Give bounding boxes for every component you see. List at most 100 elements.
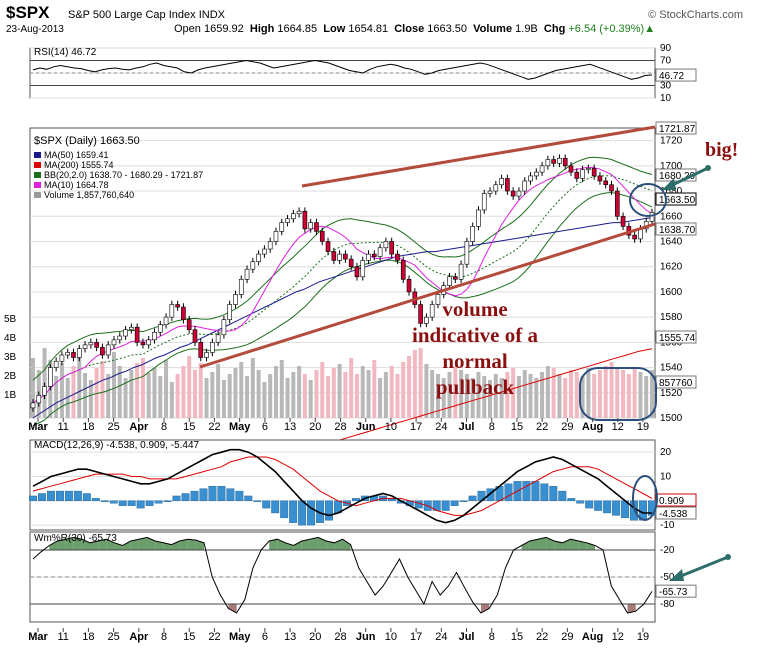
volume-bar bbox=[424, 364, 429, 418]
volume-bar bbox=[117, 366, 122, 418]
candle-body bbox=[551, 159, 556, 164]
legend-entry: MA(200) 1555.74 bbox=[44, 160, 114, 170]
legend-entry: MA(50) 1659.41 bbox=[44, 150, 109, 160]
candle-body bbox=[267, 241, 273, 250]
legend-swatch bbox=[34, 152, 41, 158]
macd-histogram-bar bbox=[190, 490, 199, 502]
volume-bar bbox=[389, 366, 394, 418]
willr-overbought-fill bbox=[122, 541, 131, 550]
price-right-label: 1663.50 bbox=[659, 195, 696, 206]
volume-bar bbox=[59, 363, 64, 418]
macd-line bbox=[32, 448, 652, 524]
volume-tick-label: 5B bbox=[4, 314, 17, 325]
macd-histogram-bar bbox=[271, 500, 280, 514]
macd-histogram-bar bbox=[29, 495, 37, 502]
volume-bar bbox=[285, 378, 290, 418]
candle-body bbox=[516, 190, 522, 197]
price-tick-label: 1700 bbox=[660, 161, 683, 172]
candle-body bbox=[354, 266, 360, 278]
candle-body bbox=[522, 180, 528, 192]
macd-histogram-bar bbox=[504, 483, 513, 502]
willr-overbought-fill bbox=[138, 537, 148, 550]
macd-histogram-bar bbox=[55, 490, 64, 502]
volume-bar bbox=[574, 372, 579, 418]
willr-overbought-fill bbox=[155, 541, 164, 550]
volume-bar bbox=[308, 380, 313, 418]
price-right-label: 1638.70 bbox=[659, 225, 696, 236]
willr-overbought-fill bbox=[269, 539, 278, 550]
bottom-x-axis-label: 19 bbox=[637, 631, 649, 643]
legend-entry: MA(10) 1664.78 bbox=[44, 180, 109, 190]
bottom-x-axis-label: Apr bbox=[129, 631, 149, 643]
macd-histogram-bar bbox=[109, 500, 118, 504]
price-x-axis-label: 28 bbox=[334, 421, 346, 433]
legend-swatch bbox=[34, 192, 41, 198]
highlight-circle-price bbox=[629, 183, 667, 217]
macd-histogram-bar bbox=[459, 500, 468, 503]
volume-bar bbox=[314, 370, 319, 418]
candle-body bbox=[82, 344, 88, 349]
volume-bar bbox=[644, 376, 649, 418]
volume-bar bbox=[551, 368, 556, 418]
volume-bar bbox=[534, 378, 539, 418]
volume-bar bbox=[129, 370, 134, 418]
candle-body bbox=[325, 241, 331, 252]
volume-bar bbox=[65, 378, 70, 418]
volume-bar bbox=[632, 368, 637, 418]
price-x-axis-label: 15 bbox=[183, 421, 195, 433]
volume-bar bbox=[135, 363, 140, 418]
candle-body bbox=[649, 212, 655, 222]
macd-right-label: 0.909 bbox=[659, 496, 684, 507]
price-x-axis-label: 20 bbox=[309, 421, 321, 433]
candle-body bbox=[186, 319, 192, 331]
candle-body bbox=[152, 331, 157, 341]
macd-histogram-bar bbox=[558, 490, 567, 502]
volume-bar bbox=[221, 380, 226, 418]
volume-tick-label: 2B bbox=[4, 371, 17, 382]
price-x-axis-label: 29 bbox=[561, 421, 573, 433]
price-x-axis-label: 25 bbox=[108, 421, 120, 433]
willr-tick-label: -20 bbox=[660, 545, 675, 556]
volume-bar bbox=[407, 356, 412, 418]
volume-bar bbox=[146, 373, 151, 418]
willr-oversold-fill bbox=[627, 604, 636, 613]
candle-body bbox=[533, 171, 539, 177]
bottom-x-axis-label: Mar bbox=[28, 631, 48, 643]
macd-histogram-bar bbox=[145, 500, 154, 506]
bottom-x-axis-label: 17 bbox=[410, 631, 422, 643]
volume-bar bbox=[476, 372, 481, 418]
candle-body bbox=[510, 190, 516, 197]
macd-histogram-bar bbox=[468, 495, 477, 502]
willr-overbought-fill bbox=[187, 539, 196, 550]
volume-bar bbox=[77, 356, 82, 418]
macd-histogram-bar bbox=[181, 493, 190, 502]
willr-overbought-fill bbox=[114, 542, 123, 550]
annotation-volume-line: volume bbox=[442, 297, 507, 321]
annotation-volume-line: normal bbox=[442, 349, 507, 373]
rsi-last-value-box bbox=[655, 68, 697, 82]
candle-body bbox=[76, 348, 82, 358]
volume-bar bbox=[192, 370, 197, 418]
candle-body bbox=[88, 342, 94, 346]
volume-bar bbox=[366, 370, 371, 418]
bottom-x-axis-label: May bbox=[229, 631, 251, 643]
willr-line bbox=[32, 536, 653, 614]
legend-entry: BB(20,2.0) 1638.70 - 1680.29 - 1721.87 bbox=[44, 170, 203, 180]
arrow-willr-shaft bbox=[675, 555, 729, 580]
volume-bar bbox=[626, 374, 631, 418]
price-x-axis-label: Mar bbox=[28, 421, 48, 433]
candle-body bbox=[470, 226, 475, 242]
macd-histogram-bar bbox=[280, 500, 289, 519]
volume-bar bbox=[302, 374, 307, 418]
macd-histogram-bar bbox=[576, 500, 585, 504]
volume-bar bbox=[545, 366, 550, 418]
volume-bar bbox=[245, 376, 250, 418]
macd-histogram-bar bbox=[307, 500, 316, 526]
legend-swatch bbox=[34, 182, 41, 188]
candle-body bbox=[614, 190, 620, 217]
willr-oversold-fill bbox=[228, 604, 237, 613]
price-x-axis-label: Jul bbox=[459, 421, 475, 433]
candle-body bbox=[597, 175, 603, 182]
bottom-x-axis-label: 22 bbox=[536, 631, 548, 643]
